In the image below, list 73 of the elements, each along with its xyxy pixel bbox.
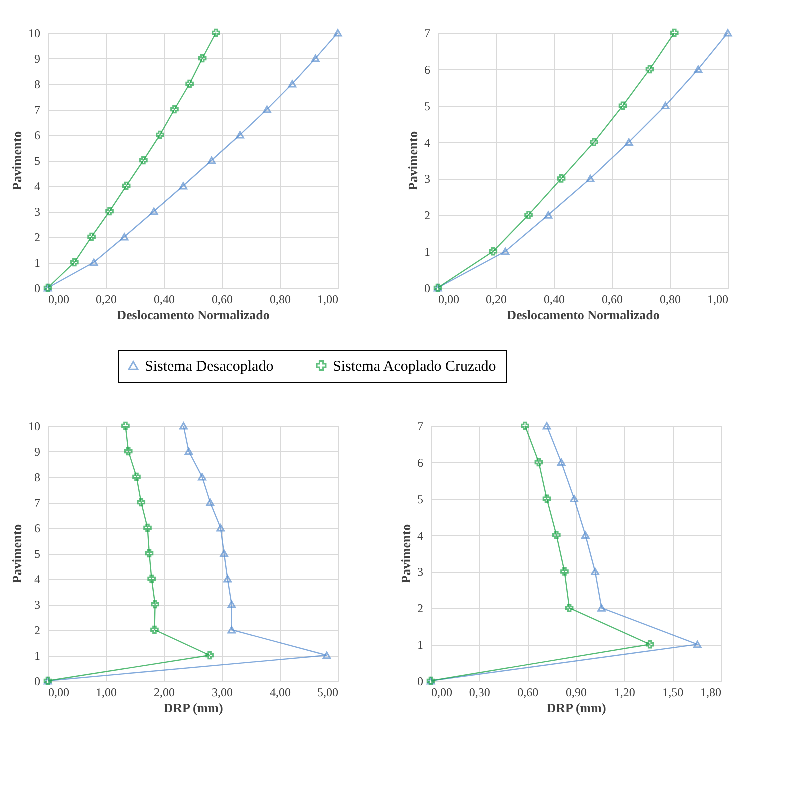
y-axis-title: Pavimento xyxy=(10,524,24,584)
x-tick-label: 0,40 xyxy=(544,292,565,306)
x-tick-label: 0,40 xyxy=(154,292,175,306)
y-tick-label: 6 xyxy=(34,128,40,142)
y-tick-label: 2 xyxy=(418,602,424,616)
y-tick-label: 10 xyxy=(28,26,40,40)
x-tick-label: 1,00 xyxy=(96,686,117,700)
x-tick-label: 0,30 xyxy=(469,686,490,700)
x-tick-label: 0,00 xyxy=(438,292,460,306)
y-tick-label: 7 xyxy=(34,496,40,510)
y-tick-label: 1 xyxy=(34,649,40,663)
legend-label: Sistema Desacoplado xyxy=(145,358,274,375)
x-tick-label: 1,80 xyxy=(700,686,722,700)
x-tick-label: 0,80 xyxy=(660,292,681,306)
x-axis-title: DRP (mm) xyxy=(546,700,606,716)
y-tick-label: 4 xyxy=(424,136,430,150)
y-tick-label: 6 xyxy=(418,456,424,470)
y-tick-label: 0 xyxy=(34,674,40,688)
y-tick-label: 5 xyxy=(34,547,40,561)
x-tick-label: 1,00 xyxy=(708,292,728,306)
x-tick-label: 0,80 xyxy=(270,292,291,306)
y-tick-label: 2 xyxy=(424,208,430,223)
x-axis-title: Deslocamento Normalizado xyxy=(117,308,270,322)
x-tick-label: 4,00 xyxy=(270,686,291,700)
x-tick-label: 0,60 xyxy=(602,292,623,306)
x-tick-label: 0,00 xyxy=(432,686,452,700)
legend-label: Sistema Acoplado Cruzado xyxy=(333,358,496,375)
x-axis-title: DRP (mm) xyxy=(164,700,224,716)
y-tick-label: 7 xyxy=(34,103,40,117)
y-tick-label: 3 xyxy=(34,598,40,612)
x-tick-label: 3,00 xyxy=(212,686,233,700)
y-tick-label: 7 xyxy=(418,420,424,434)
y-tick-label: 8 xyxy=(34,470,40,484)
x-tick-label: 0,90 xyxy=(566,686,587,700)
y-tick-label: 4 xyxy=(34,180,40,194)
x-tick-label: 1,50 xyxy=(662,686,684,700)
y-tick-label: 3 xyxy=(34,205,40,219)
y-axis-title: Pavimento xyxy=(10,131,24,191)
y-tick-label: 0 xyxy=(34,282,40,296)
y-tick-label: 3 xyxy=(418,565,424,580)
y-tick-label: 9 xyxy=(34,52,40,66)
y-tick-label: 1 xyxy=(424,245,430,260)
y-tick-label: 2 xyxy=(34,624,40,638)
y-tick-label: 4 xyxy=(418,528,424,543)
y-tick-label: 4 xyxy=(34,572,40,586)
y-axis-title: Pavimento xyxy=(398,524,414,584)
y-tick-label: 5 xyxy=(424,99,430,114)
x-tick-label: 0,20 xyxy=(96,292,117,306)
x-tick-label: 0,60 xyxy=(518,686,539,700)
y-axis-title: Pavimento xyxy=(406,131,420,191)
x-tick-label: 0,20 xyxy=(486,292,507,306)
y-tick-label: 1 xyxy=(34,256,40,270)
x-axis-title: Deslocamento Normalizado xyxy=(507,308,660,322)
x-tick-label: 1,00 xyxy=(318,292,338,306)
y-tick-label: 5 xyxy=(418,492,424,506)
y-tick-label: 5 xyxy=(34,154,40,168)
x-tick-label: 1,20 xyxy=(614,686,636,700)
y-tick-label: 7 xyxy=(424,26,430,40)
y-tick-label: 9 xyxy=(34,445,40,459)
x-tick-label: 2,00 xyxy=(154,686,175,700)
y-tick-label: 6 xyxy=(424,62,430,77)
y-tick-label: 1 xyxy=(418,638,424,652)
y-tick-label: 2 xyxy=(34,230,40,244)
y-tick-label: 6 xyxy=(34,522,40,536)
x-tick-label: 5,00 xyxy=(318,686,338,700)
y-tick-label: 0 xyxy=(424,282,430,296)
y-tick-label: 8 xyxy=(34,78,40,92)
y-tick-label: 3 xyxy=(424,172,430,186)
x-tick-label: 0,00 xyxy=(48,292,70,306)
y-tick-label: 0 xyxy=(418,674,424,688)
x-tick-label: 0,00 xyxy=(48,686,70,700)
x-tick-label: 0,60 xyxy=(212,292,233,306)
y-tick-label: 10 xyxy=(28,420,40,434)
